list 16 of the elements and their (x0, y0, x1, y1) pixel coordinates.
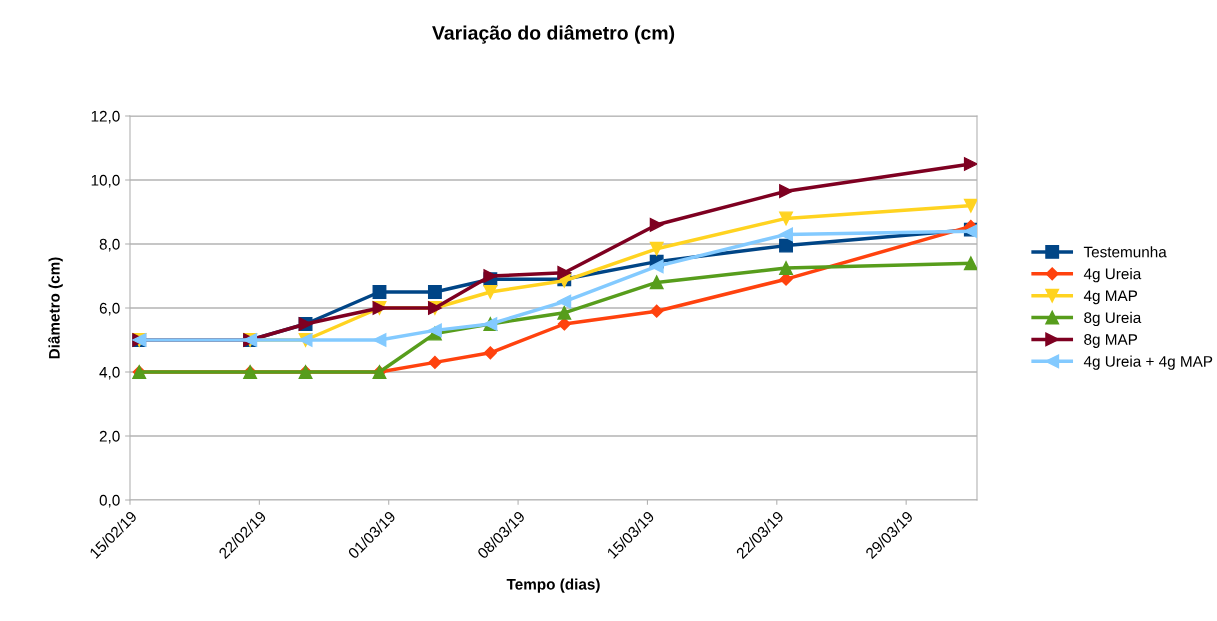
legend-label: 4g Ureia + 4g MAP (1083, 355, 1213, 370)
legend-label: 4g MAP (1083, 290, 1138, 305)
y-tick-label: 2,0 (99, 430, 120, 444)
y-tick-label: 6,0 (99, 302, 120, 316)
legend-label: 8g Ureia (1084, 311, 1142, 327)
legend-label: Testemunha (1083, 246, 1167, 258)
legend-label: 4g Ureia (1083, 268, 1142, 283)
y-axis-title: Diâmetro (cm) (48, 257, 63, 359)
y-tick-label: 10,0 (91, 174, 120, 188)
legend-label: 8g MAP (1084, 334, 1138, 348)
chart-title: Variação do diâmetro (cm) (432, 25, 675, 44)
y-tick-label: 4,0 (99, 366, 120, 380)
y-tick-label: 12,0 (91, 110, 120, 124)
x-axis-title: Tempo (dias) (506, 578, 600, 593)
y-tick-label: 0,0 (99, 494, 120, 508)
y-tick-label: 8,0 (99, 238, 120, 252)
